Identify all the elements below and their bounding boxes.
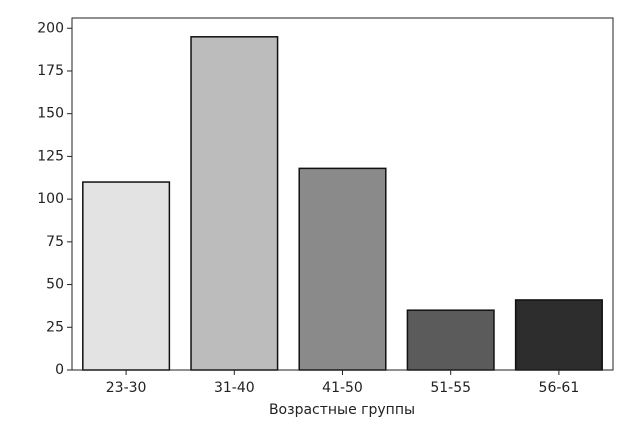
x-tick-label: 51-55 xyxy=(430,380,471,396)
bar xyxy=(514,299,603,371)
bar xyxy=(190,36,279,371)
plot-frame xyxy=(71,17,614,371)
y-tick-label: 200 xyxy=(37,20,64,36)
x-tick-label: 23-30 xyxy=(106,380,147,396)
y-tick-label: 150 xyxy=(37,106,64,122)
bar xyxy=(298,167,387,371)
y-tick-label: 50 xyxy=(46,277,64,293)
y-tick-label: 0 xyxy=(55,362,64,378)
y-tick-label: 125 xyxy=(37,148,64,164)
x-tick-label: 41-50 xyxy=(322,380,363,396)
y-tick-label: 25 xyxy=(46,319,64,335)
x-axis-label: Возрастные группы xyxy=(269,402,415,418)
x-tick-label: 31-40 xyxy=(214,380,255,396)
x-tick-label: 56-61 xyxy=(539,380,580,396)
y-tick-label: 75 xyxy=(46,234,64,250)
y-tick-label: 175 xyxy=(37,63,64,79)
y-tick-label: 100 xyxy=(37,191,64,207)
bar xyxy=(406,309,495,371)
bar xyxy=(82,181,171,371)
